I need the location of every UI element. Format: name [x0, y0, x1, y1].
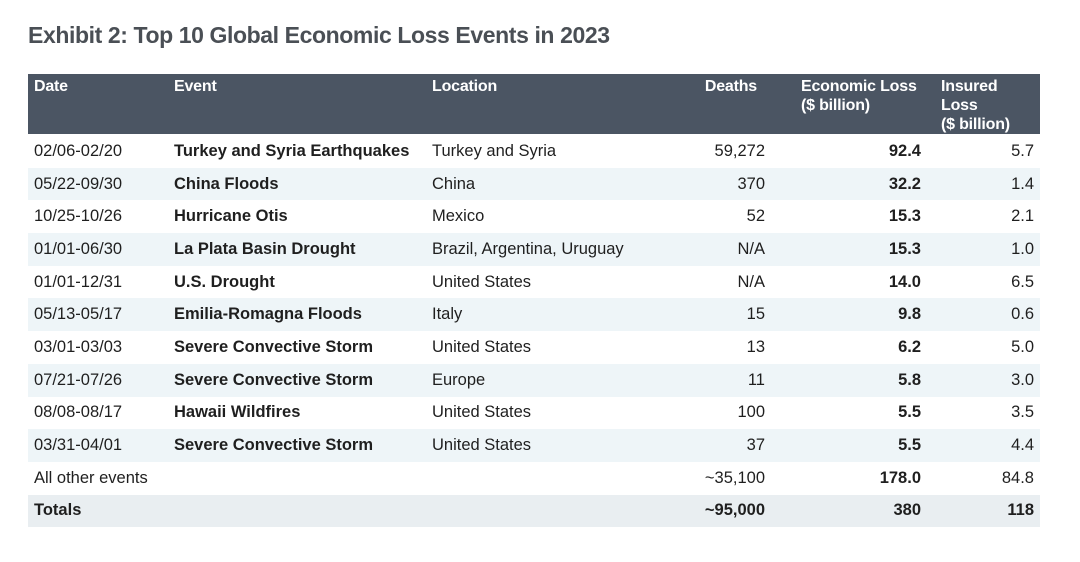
table-row: 01/01-12/31 U.S. Drought United States N/A 1… — [28, 265, 1040, 299]
column-header-date: Date — [34, 78, 68, 95]
deaths-cell: N/A — [737, 272, 765, 291]
insured-loss-cell: 6.5 — [1011, 272, 1034, 291]
economic-loss-cell: 32.2 — [888, 174, 921, 193]
column-header-insured-loss: Insured Loss ($ billion) — [929, 74, 1040, 134]
deaths-cell: 11 — [747, 370, 765, 389]
location-cell: United States — [432, 337, 532, 356]
insured-loss-label: Insured Loss — [941, 78, 998, 114]
insured-loss-unit: ($ billion) — [941, 116, 1010, 133]
economic-loss-cell: 15.3 — [888, 207, 921, 226]
insured-loss-cell: 3.5 — [1011, 403, 1034, 422]
deaths-cell: N/A — [737, 239, 765, 258]
totals-label: Totals — [34, 501, 82, 520]
table-row: 08/08-08/17 Hawaii Wildfires United States… — [28, 396, 1040, 430]
other-events-row: All other events ~35,100 178.0 84.8 — [28, 461, 1040, 495]
event-cell: Hurricane Otis — [174, 207, 288, 226]
economic-loss-cell: 92.4 — [888, 141, 921, 160]
insured-loss-cell: 4.4 — [1011, 436, 1034, 455]
table-row: 05/13-05/17 Emilia-Romagna Floods Italy 15 9… — [28, 298, 1040, 332]
event-cell: Severe Convective Storm — [174, 370, 374, 389]
table-row: 05/22-09/30 China Floods China 370 32.2 1.4 — [28, 167, 1040, 201]
column-header-event: Event — [174, 78, 217, 95]
date-cell: 08/08-08/17 — [34, 403, 123, 422]
insured-loss-cell: 0.6 — [1011, 305, 1034, 324]
table-header-row: Date Event Location Deaths Economic Loss… — [28, 74, 1040, 134]
event-cell: China Floods — [174, 174, 279, 193]
table-body: 02/06-02/20 Turkey and Syria Earthquakes T… — [28, 134, 1040, 528]
economic-loss-label: Economic Loss — [801, 78, 917, 95]
economic-loss-cell: 5.5 — [898, 403, 921, 422]
date-cell: 10/25-10/26 — [34, 207, 123, 226]
economic-loss-cell: 14.0 — [888, 272, 921, 291]
exhibit-title: Exhibit 2: Top 10 Global Economic Loss E… — [28, 22, 610, 48]
date-cell: 03/31-04/01 — [34, 436, 123, 455]
insured-loss-cell: 2.1 — [1011, 207, 1034, 226]
date-cell: 01/01-12/31 — [34, 272, 123, 291]
event-cell: Hawaii Wildfires — [174, 403, 301, 422]
column-header-economic-loss: Economic Loss ($ billion) — [771, 74, 929, 134]
column-header-deaths: Deaths — [704, 78, 757, 95]
deaths-cell: 370 — [737, 174, 765, 193]
deaths-cell: 37 — [746, 436, 765, 455]
economic-loss-cell: 5.8 — [898, 370, 921, 389]
economic-loss-cell: 380 — [893, 501, 921, 520]
table-row: 02/06-02/20 Turkey and Syria Earthquakes T… — [28, 135, 1040, 168]
event-cell: Emilia-Romagna Floods — [174, 305, 362, 324]
table-row: 07/21-07/26 Severe Convective Storm Europe… — [28, 363, 1040, 397]
location-cell: Europe — [432, 370, 486, 389]
table-row: 03/01-03/03 Severe Convective Storm United… — [28, 331, 1040, 364]
deaths-cell: 59,272 — [714, 141, 765, 160]
deaths-cell: ~95,000 — [704, 501, 765, 520]
totals-row: Totals ~95,000 380 118 — [28, 494, 1040, 528]
date-cell: 07/21-07/26 — [34, 370, 123, 389]
location-cell: United States — [432, 272, 532, 291]
economic-loss-cell: 178.0 — [879, 468, 921, 487]
deaths-cell: ~35,100 — [704, 468, 765, 487]
deaths-cell: 52 — [746, 207, 765, 226]
location-cell: United States — [432, 436, 532, 455]
location-cell: Mexico — [432, 207, 485, 226]
column-header-location: Location — [432, 78, 498, 95]
economic-loss-unit: ($ billion) — [801, 97, 870, 114]
table-row: 10/25-10/26 Hurricane Otis Mexico 52 15.3 2.1 — [28, 200, 1040, 234]
other-events-label: All other events — [34, 468, 148, 487]
insured-loss-cell: 5.7 — [1011, 141, 1034, 160]
economic-loss-cell: 9.8 — [898, 305, 921, 324]
insured-loss-cell: 1.4 — [1011, 174, 1034, 193]
header-spacer — [28, 134, 1040, 135]
event-cell: U.S. Drought — [174, 272, 275, 291]
insured-loss-cell: 3.0 — [1011, 370, 1034, 389]
event-cell: Severe Convective Storm — [174, 436, 374, 455]
location-cell: Brazil, Argentina, Uruguay — [432, 239, 624, 258]
date-cell: 02/06-02/20 — [34, 141, 123, 160]
date-cell: 05/22-09/30 — [34, 174, 123, 193]
location-cell: China — [432, 174, 476, 193]
table-row: 01/01-06/30 La Plata Basin Drought Brazil,… — [28, 233, 1040, 266]
deaths-cell: 15 — [746, 305, 765, 324]
insured-loss-cell: 1.0 — [1011, 239, 1034, 258]
deaths-cell: 100 — [737, 403, 765, 422]
date-cell: 05/13-05/17 — [34, 305, 123, 324]
event-cell: La Plata Basin Drought — [174, 239, 356, 258]
location-cell: United States — [432, 403, 532, 422]
event-cell: Severe Convective Storm — [174, 337, 374, 356]
location-cell: Italy — [432, 305, 463, 324]
loss-events-table: Date Event Location Deaths Economic Loss… — [28, 74, 1040, 528]
economic-loss-cell: 6.2 — [898, 337, 921, 356]
economic-loss-cell: 15.3 — [888, 239, 921, 258]
deaths-cell: 13 — [746, 337, 765, 356]
insured-loss-cell: 118 — [1007, 501, 1034, 520]
insured-loss-cell: 84.8 — [1001, 468, 1034, 487]
event-cell: Turkey and Syria Earthquakes — [174, 141, 410, 160]
table-row: 03/31-04/01 Severe Convective Storm United… — [28, 429, 1040, 462]
location-cell: Turkey and Syria — [432, 141, 557, 160]
date-cell: 03/01-03/03 — [34, 337, 123, 356]
economic-loss-cell: 5.5 — [898, 436, 921, 455]
date-cell: 01/01-06/30 — [34, 239, 123, 258]
insured-loss-cell: 5.0 — [1011, 337, 1034, 356]
